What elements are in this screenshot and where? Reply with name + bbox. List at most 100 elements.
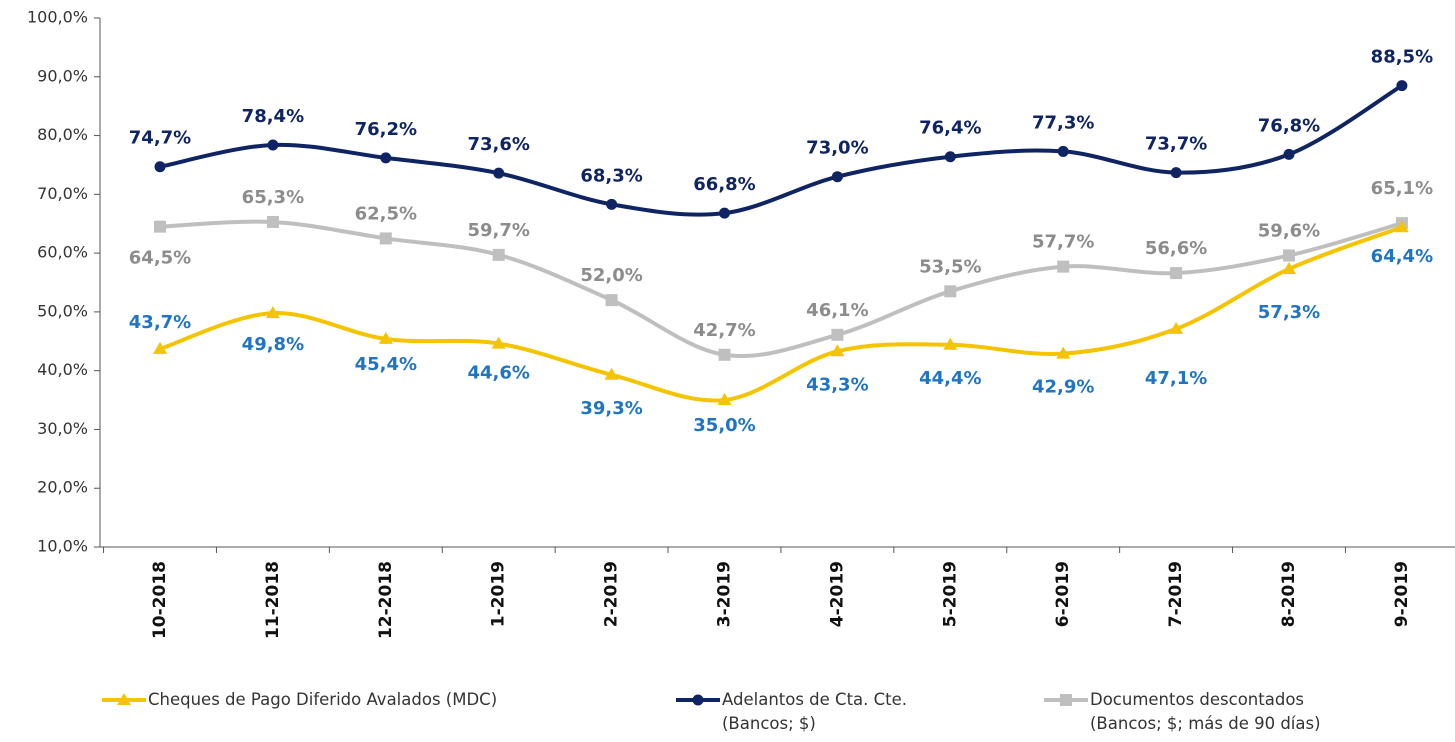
marker — [1394, 220, 1409, 233]
legend-label: Adelantos de Cta. Cte. (Bancos; $) — [722, 690, 908, 733]
legend-swatch — [102, 693, 146, 705]
y-tick-label: 60,0% — [37, 243, 88, 262]
marker — [379, 232, 392, 245]
marker — [1396, 80, 1408, 92]
y-tick-label: 70,0% — [37, 184, 88, 203]
marker — [1057, 145, 1069, 157]
marker — [1283, 148, 1295, 160]
y-tick-label: 30,0% — [37, 419, 88, 438]
x-tick-label: 6-2019 — [1053, 561, 1073, 627]
x-tick-label: 10-2018 — [150, 561, 170, 639]
series-line — [159, 83, 1403, 217]
data-label: 43,7% — [129, 312, 191, 333]
y-tick-label: 50,0% — [37, 301, 88, 320]
marker — [604, 367, 619, 380]
series-line — [159, 225, 1403, 403]
marker — [266, 215, 279, 228]
x-tick-label: 1-2019 — [489, 561, 509, 627]
marker — [830, 344, 845, 357]
marker — [267, 139, 279, 151]
marker — [117, 693, 131, 705]
marker — [491, 336, 506, 349]
data-label: 43,3% — [806, 374, 868, 395]
x-tick-label: 3-2019 — [715, 561, 735, 627]
x-tick-label: 11-2018 — [263, 561, 283, 639]
data-label: 65,3% — [242, 187, 304, 208]
legend-swatch — [1044, 694, 1088, 706]
marker — [943, 337, 958, 350]
marker — [154, 161, 166, 173]
marker — [606, 198, 618, 210]
x-tick-label: 9-2019 — [1392, 561, 1412, 627]
data-label: 62,5% — [355, 203, 417, 224]
y-tick-label: 20,0% — [37, 478, 88, 497]
data-label: 78,4% — [242, 106, 304, 127]
marker — [605, 294, 618, 307]
data-label: 76,2% — [355, 119, 417, 140]
x-tick-label: 5-2019 — [940, 561, 960, 627]
data-label: 76,4% — [919, 118, 981, 139]
y-tick-label: 90,0% — [37, 66, 88, 85]
marker — [1060, 694, 1072, 706]
x-tick-label: 2-2019 — [602, 561, 622, 627]
x-tick-label: 4-2019 — [827, 561, 847, 627]
data-label: 68,3% — [580, 165, 642, 186]
data-label: 49,8% — [242, 334, 304, 355]
y-tick-label: 40,0% — [37, 360, 88, 379]
data-label: 46,1% — [806, 300, 868, 321]
data-label: 73,7% — [1145, 134, 1207, 155]
data-label: 57,7% — [1032, 232, 1094, 253]
marker — [1283, 249, 1295, 262]
data-label: 59,7% — [467, 220, 529, 241]
data-label: 66,8% — [693, 174, 755, 195]
data-label: 52,0% — [580, 265, 642, 286]
data-label: 57,3% — [1258, 302, 1320, 323]
data-label: 59,6% — [1258, 220, 1320, 241]
data-label: 44,6% — [467, 363, 529, 384]
marker — [1282, 261, 1296, 274]
marker — [154, 220, 166, 233]
marker — [1170, 167, 1182, 179]
marker — [944, 285, 957, 298]
x-tick-label: 8-2019 — [1279, 561, 1299, 627]
data-label: 39,3% — [580, 398, 642, 419]
x-tick-label: 7-2019 — [1166, 561, 1186, 627]
marker — [719, 207, 730, 219]
data-label: 42,7% — [693, 320, 755, 341]
data-label: 64,4% — [1371, 246, 1433, 267]
legend-label: Cheques de Pago Diferido Avalados (MDC) — [148, 690, 498, 709]
series-line — [159, 219, 1403, 359]
y-tick-label: 100,0% — [27, 8, 88, 27]
legend-swatch — [676, 694, 720, 706]
marker — [692, 694, 704, 706]
marker — [1056, 346, 1071, 359]
data-label: 45,4% — [355, 354, 417, 375]
marker — [1170, 267, 1183, 280]
data-label: 74,7% — [129, 128, 191, 149]
marker — [378, 331, 393, 344]
marker — [1057, 260, 1070, 273]
marker — [492, 248, 505, 261]
data-label: 73,0% — [806, 138, 868, 159]
data-label: 35,0% — [693, 415, 755, 436]
legend-item: Cheques de Pago Diferido Avalados (MDC) — [102, 688, 498, 712]
data-label: 65,1% — [1371, 178, 1433, 199]
marker — [153, 341, 167, 354]
marker — [717, 393, 732, 406]
marker — [1169, 321, 1184, 334]
marker — [380, 152, 392, 164]
legend-item: Adelantos de Cta. Cte. (Bancos; $) — [676, 688, 908, 736]
y-tick-label: 10,0% — [37, 537, 88, 556]
x-tick-label: 12-2018 — [376, 561, 396, 639]
legend-label: Documentos descontados (Bancos; $; más d… — [1090, 690, 1321, 733]
data-label: 77,3% — [1032, 112, 1094, 133]
data-label: 88,5% — [1371, 47, 1433, 68]
y-tick-label: 80,0% — [37, 125, 88, 144]
chart: 10,0% 20,0% 30,0% 40,0% 50,0% 60,0% 70,0% 80,0%… — [27, 8, 1455, 639]
data-label: 73,6% — [467, 134, 529, 155]
data-label: 76,8% — [1258, 115, 1320, 136]
marker — [831, 171, 843, 183]
marker — [944, 151, 956, 163]
marker — [718, 348, 731, 361]
